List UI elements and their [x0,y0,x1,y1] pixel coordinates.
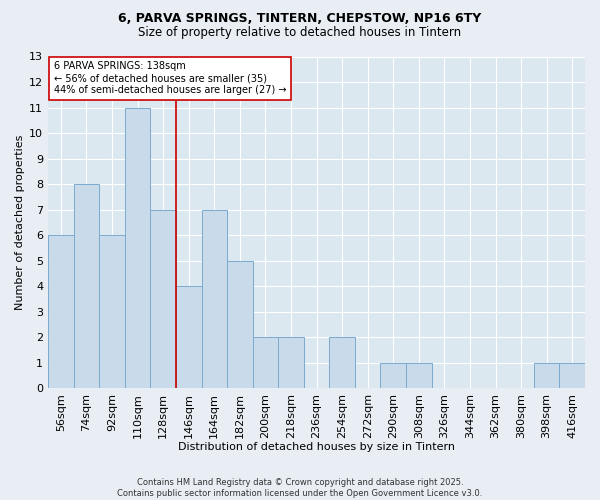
Text: Size of property relative to detached houses in Tintern: Size of property relative to detached ho… [139,26,461,39]
Bar [253,338,278,388]
Bar [151,210,176,388]
Bar [227,260,253,388]
Bar [202,210,227,388]
Bar [380,363,406,388]
Bar [176,286,202,388]
Bar [125,108,151,388]
Bar [99,235,125,388]
Text: Contains HM Land Registry data © Crown copyright and database right 2025.
Contai: Contains HM Land Registry data © Crown c… [118,478,482,498]
Bar [278,338,304,388]
Text: 6, PARVA SPRINGS, TINTERN, CHEPSTOW, NP16 6TY: 6, PARVA SPRINGS, TINTERN, CHEPSTOW, NP1… [118,12,482,26]
Bar [559,363,585,388]
Bar [534,363,559,388]
Bar [329,338,355,388]
Y-axis label: Number of detached properties: Number of detached properties [15,134,25,310]
Bar [48,235,74,388]
Bar [406,363,431,388]
Text: 6 PARVA SPRINGS: 138sqm
← 56% of detached houses are smaller (35)
44% of semi-de: 6 PARVA SPRINGS: 138sqm ← 56% of detache… [53,62,286,94]
X-axis label: Distribution of detached houses by size in Tintern: Distribution of detached houses by size … [178,442,455,452]
Bar [74,184,99,388]
